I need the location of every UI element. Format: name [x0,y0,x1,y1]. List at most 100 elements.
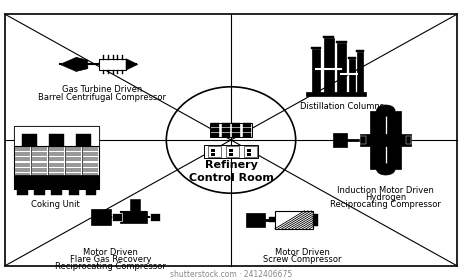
Bar [406,136,411,144]
Bar [14,126,99,146]
Bar [360,136,366,144]
Polygon shape [76,57,88,71]
Bar [51,189,62,195]
Bar [311,47,321,49]
Bar [333,133,346,147]
Bar [83,184,98,188]
Bar [66,163,81,167]
Bar [323,36,334,38]
Bar [76,134,91,146]
Bar [14,126,99,189]
Bar [120,211,147,223]
Bar [387,111,401,169]
Bar [313,214,318,226]
Text: Flare Gas Recovery: Flare Gas Recovery [70,255,152,264]
Circle shape [377,164,395,175]
Text: Motor Driven: Motor Driven [84,248,138,257]
Bar [49,179,64,183]
Bar [269,217,275,222]
Bar [212,133,219,137]
Bar [68,189,79,195]
Bar [32,152,47,156]
Text: Motor Driven: Motor Driven [275,248,330,257]
Bar [83,147,98,151]
Bar [83,174,98,178]
Bar [66,174,81,178]
Bar [83,168,98,172]
Bar [243,128,250,132]
Bar [32,147,47,151]
Bar [49,157,64,161]
Bar [32,184,47,188]
Text: Reciprocating Compressor: Reciprocating Compressor [55,262,166,271]
Text: Hydrogen: Hydrogen [365,193,407,202]
Bar [66,152,81,156]
Bar [232,123,240,127]
Bar [34,189,45,195]
Bar [243,133,250,137]
Bar [66,157,81,161]
Bar [222,128,230,132]
Bar [211,153,215,156]
Bar [212,123,219,127]
Bar [275,211,313,229]
Polygon shape [126,59,138,70]
Bar [356,50,364,52]
Bar [232,133,240,137]
Bar [49,168,64,172]
Bar [247,153,251,156]
Bar [336,41,346,43]
Bar [49,163,64,167]
Bar [348,57,356,59]
Circle shape [377,105,395,116]
Text: Barrel Centrifugal Compressor: Barrel Centrifugal Compressor [37,93,166,102]
Bar [15,168,30,172]
Bar [49,134,64,146]
Text: Induction Motor Driven: Induction Motor Driven [337,186,434,195]
Bar [15,174,30,178]
Bar [66,168,81,172]
Bar [83,163,98,167]
Bar [32,163,47,167]
Bar [49,152,64,156]
Bar [204,145,258,158]
Bar [32,157,47,161]
Bar [66,179,81,183]
Bar [246,213,265,227]
Bar [15,157,30,161]
Bar [130,199,140,211]
Text: Refinery: Refinery [205,160,257,170]
Bar [15,163,30,167]
Bar [306,92,366,96]
Bar [324,38,334,92]
Bar [66,147,81,151]
Bar [243,123,250,127]
Bar [226,146,239,157]
Text: Distillation Columns: Distillation Columns [300,102,384,111]
Bar [91,209,111,225]
Bar [229,153,233,156]
Bar [15,184,30,188]
Bar [22,134,37,146]
Polygon shape [60,57,76,71]
Bar [49,184,64,188]
Text: Reciprocating Compressor: Reciprocating Compressor [330,200,441,209]
Bar [66,184,81,188]
Bar [244,146,257,157]
Bar [15,147,30,151]
Bar [32,168,47,172]
Text: Gas Turbine Driven: Gas Turbine Driven [61,85,142,94]
Bar [222,133,230,137]
Bar [222,123,230,127]
Bar [247,150,251,152]
Bar [210,123,252,137]
Text: shutterstock.com · 2412406675: shutterstock.com · 2412406675 [170,270,292,279]
Bar [83,179,98,183]
Bar [49,147,64,151]
Bar [17,189,28,195]
Bar [32,179,47,183]
Bar [32,174,47,178]
Bar [212,128,219,132]
Bar [112,213,122,221]
Bar [15,179,30,183]
